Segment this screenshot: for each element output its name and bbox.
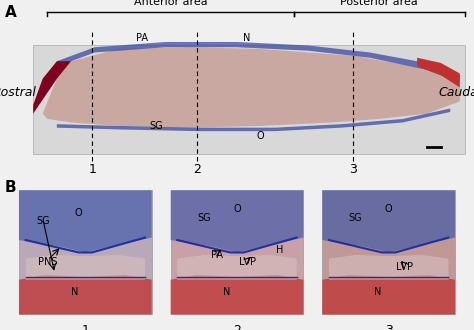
- Text: Rostral: Rostral: [0, 86, 36, 99]
- Text: PNS: PNS: [38, 257, 58, 267]
- Text: LVP: LVP: [239, 257, 256, 267]
- Polygon shape: [177, 255, 297, 280]
- Text: Caudal: Caudal: [438, 86, 474, 99]
- Text: 2: 2: [233, 324, 241, 330]
- Polygon shape: [33, 61, 71, 114]
- Polygon shape: [417, 58, 460, 87]
- Polygon shape: [171, 275, 303, 314]
- Text: PA: PA: [136, 33, 148, 44]
- Text: O: O: [385, 204, 392, 214]
- Bar: [171, 190, 303, 314]
- Text: SG: SG: [150, 121, 163, 131]
- Polygon shape: [171, 190, 303, 252]
- Polygon shape: [57, 42, 460, 82]
- Polygon shape: [322, 275, 455, 314]
- Text: 1: 1: [89, 163, 96, 176]
- Text: 3: 3: [349, 163, 357, 176]
- Polygon shape: [322, 190, 455, 252]
- Text: 1: 1: [82, 324, 89, 330]
- Text: LVP: LVP: [396, 262, 413, 272]
- Polygon shape: [43, 47, 460, 128]
- Text: 2: 2: [193, 163, 201, 176]
- Text: O: O: [257, 131, 264, 142]
- Text: B: B: [5, 180, 17, 195]
- Polygon shape: [329, 255, 448, 280]
- Bar: [322, 190, 455, 314]
- Bar: [19, 190, 152, 314]
- Text: Anterior area: Anterior area: [134, 0, 208, 7]
- Text: O: O: [233, 204, 241, 214]
- Polygon shape: [19, 275, 152, 314]
- Text: Posterior area: Posterior area: [340, 0, 418, 7]
- Text: SG: SG: [349, 213, 362, 223]
- Text: O: O: [75, 208, 82, 218]
- Text: 3: 3: [385, 324, 392, 330]
- Polygon shape: [26, 255, 145, 280]
- Text: PA: PA: [211, 250, 223, 260]
- Text: SG: SG: [36, 216, 50, 226]
- Bar: [33, 46, 465, 154]
- Polygon shape: [57, 109, 450, 131]
- Text: A: A: [5, 5, 17, 20]
- Polygon shape: [19, 190, 152, 252]
- Text: N: N: [71, 287, 78, 297]
- Text: N: N: [374, 287, 382, 297]
- Text: N: N: [223, 287, 230, 297]
- Text: H: H: [276, 245, 283, 255]
- Text: N: N: [243, 33, 250, 44]
- Text: SG: SG: [197, 213, 210, 223]
